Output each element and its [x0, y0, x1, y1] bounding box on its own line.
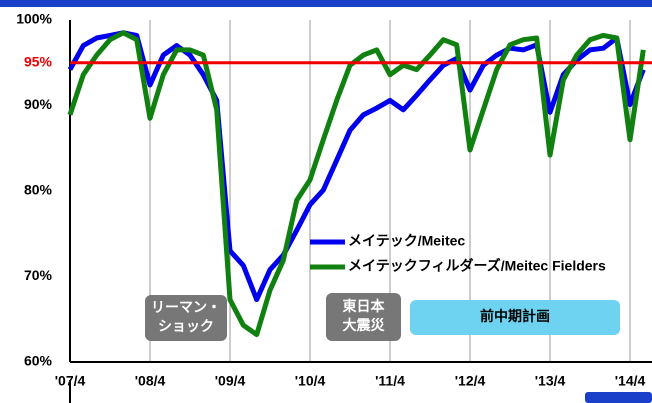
y-tick-label: 95%	[24, 53, 53, 69]
series-line	[67, 30, 646, 303]
y-tick-label: 80%	[24, 182, 53, 198]
annotation-text: 大震災	[343, 317, 386, 333]
x-tick-label: '07/4	[55, 373, 86, 389]
annotation-text: リーマン・	[151, 299, 221, 315]
x-tick-label: '14/4	[615, 373, 646, 389]
x-tick-label: '11/4	[375, 373, 405, 389]
x-tick-label: '09/4	[215, 373, 246, 389]
annotation-text: 前中期計画	[480, 308, 550, 324]
legend-label: メイテックフィルダーズ/Meitec Fielders	[348, 258, 606, 274]
y-tick-label: 100%	[16, 11, 52, 27]
x-tick-label: '10/4	[295, 373, 326, 389]
x-tick-label: '08/4	[135, 373, 166, 389]
legend-label: メイテック/Meitec	[348, 233, 465, 249]
y-tick-label: 60%	[24, 353, 53, 369]
series-line	[67, 30, 646, 338]
annotation-text: 東日本	[343, 298, 386, 314]
y-tick-label: 90%	[24, 96, 53, 112]
x-tick-label: '13/4	[535, 373, 566, 389]
annotation-box	[326, 293, 401, 341]
x-tick-label: '12/4	[455, 373, 486, 389]
corner-badge	[585, 392, 652, 403]
annotation-text: ショック	[158, 318, 214, 334]
header-strip	[0, 0, 652, 7]
annotation-box	[410, 300, 620, 335]
y-tick-label: 70%	[24, 267, 53, 283]
annotation-box	[145, 295, 227, 341]
